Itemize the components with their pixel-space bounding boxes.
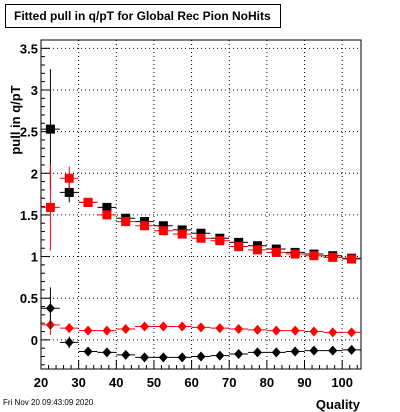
y-tick-label: 0.5 — [20, 291, 38, 306]
data-point — [140, 321, 150, 332]
data-point — [121, 324, 131, 335]
data-point — [215, 323, 225, 334]
series-1 — [41, 164, 361, 264]
data-point — [196, 233, 206, 243]
x-tick-label: 70 — [222, 375, 236, 390]
data-point — [347, 254, 357, 264]
data-point — [64, 323, 74, 334]
data-point — [234, 349, 244, 360]
data-point — [45, 124, 55, 134]
data-point — [64, 337, 74, 348]
x-tick-label: 80 — [260, 375, 274, 390]
data-series — [41, 69, 361, 363]
data-point — [102, 210, 112, 220]
data-point — [102, 325, 112, 336]
data-point — [328, 327, 338, 338]
data-point — [309, 345, 319, 356]
axis-ticks — [40, 47, 358, 369]
data-point — [177, 352, 187, 363]
data-point — [271, 247, 281, 257]
data-point — [290, 249, 300, 259]
x-tick-label: 100 — [331, 375, 353, 390]
data-point — [158, 221, 168, 231]
x-tick-label: 50 — [147, 375, 161, 390]
x-tick-label: 40 — [109, 375, 123, 390]
data-point — [83, 325, 93, 336]
y-tick-label: 3 — [31, 83, 38, 98]
y-tick-label: 3.5 — [20, 41, 38, 56]
x-tick-label: 60 — [184, 375, 198, 390]
data-point — [252, 347, 262, 358]
data-point — [347, 327, 357, 338]
data-point — [177, 321, 187, 332]
data-point — [158, 352, 168, 363]
timestamp: Fri Nov 20 09:43:09 2020 — [3, 398, 94, 407]
data-point — [290, 346, 300, 357]
data-point — [196, 351, 206, 362]
grid-lines — [41, 40, 361, 369]
data-point — [83, 346, 93, 357]
y-tick-label: 0 — [31, 333, 38, 348]
data-point — [234, 242, 244, 252]
data-point — [271, 347, 281, 358]
data-point — [102, 202, 112, 212]
data-point — [309, 326, 319, 337]
data-point — [234, 324, 244, 335]
data-point — [45, 202, 55, 212]
x-tick-label: 90 — [297, 375, 311, 390]
data-point — [158, 226, 168, 236]
series-0 — [41, 69, 361, 263]
y-axis-label: pull in q/pT — [8, 85, 23, 154]
y-tick-label: 1 — [31, 250, 38, 265]
tick-labels: 20 30 40 50 60 70 80 90 100 0 0.5 1 1.5 2 2.5 3 3.5 — [20, 41, 353, 390]
data-point — [196, 322, 206, 333]
data-point — [158, 321, 168, 332]
data-point — [140, 221, 150, 231]
data-point — [196, 228, 206, 238]
data-point — [177, 229, 187, 239]
data-point — [64, 187, 74, 197]
data-point — [328, 252, 338, 262]
chart-title: Fitted pull in q/pT for Global Rec Pion … — [5, 4, 281, 28]
data-point — [64, 173, 74, 183]
data-point — [309, 251, 319, 261]
series-3 — [41, 287, 361, 363]
data-point — [45, 303, 55, 314]
data-point — [271, 325, 281, 336]
data-point — [121, 217, 131, 227]
data-point — [140, 352, 150, 363]
data-point — [215, 350, 225, 361]
y-tick-label: 2 — [31, 166, 38, 181]
data-point — [83, 197, 93, 207]
y-tick-label: 1.5 — [20, 208, 38, 223]
plot-frame — [40, 39, 362, 370]
data-point — [328, 345, 338, 356]
data-point — [347, 344, 357, 355]
x-tick-label: 30 — [71, 375, 85, 390]
y-tick-label: 2.5 — [20, 125, 38, 140]
data-point — [252, 324, 262, 335]
data-point — [252, 245, 262, 255]
x-tick-label: 20 — [34, 375, 48, 390]
x-axis-label: Quality — [316, 397, 361, 412]
data-point — [102, 347, 112, 358]
data-point — [121, 349, 131, 360]
series-2 — [41, 314, 361, 338]
data-point — [215, 236, 225, 246]
data-point — [290, 325, 300, 336]
